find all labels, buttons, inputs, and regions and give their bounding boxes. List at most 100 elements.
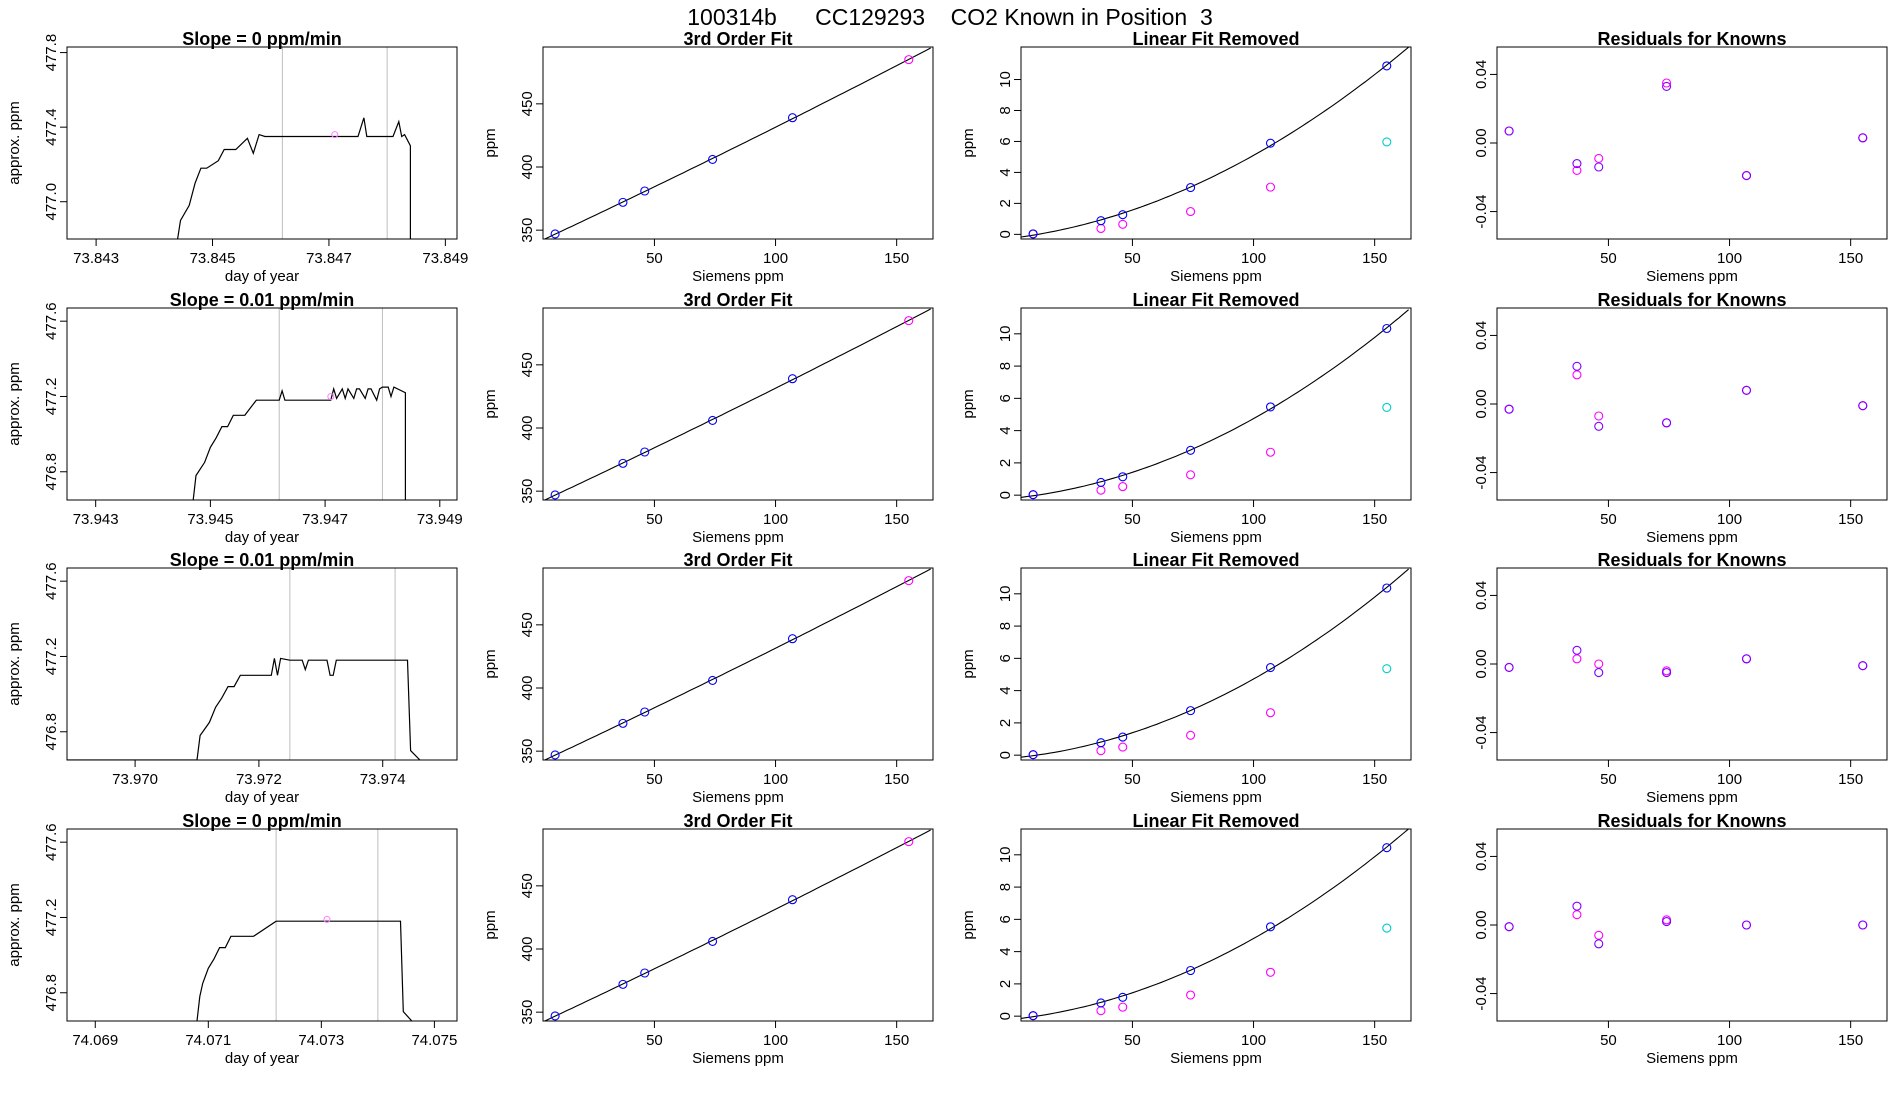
data-point xyxy=(708,154,718,164)
y-axis-title: ppm xyxy=(960,389,977,418)
y-axis-title: ppm xyxy=(960,910,977,939)
data-point xyxy=(1504,126,1514,136)
y-axis-title: ppm xyxy=(482,389,499,418)
data-point xyxy=(1382,664,1392,674)
plot-area xyxy=(543,308,931,500)
y-tick-label: 0 xyxy=(997,1012,1014,1020)
data-point xyxy=(550,490,560,500)
data-point xyxy=(1741,654,1752,664)
data-point xyxy=(1096,485,1106,495)
chart-title: Residuals for Knowns xyxy=(1597,29,1786,49)
data-point xyxy=(327,392,335,400)
data-point xyxy=(1572,645,1582,655)
data-point xyxy=(1096,223,1106,234)
data-point xyxy=(1186,965,1196,976)
data-point xyxy=(1028,750,1038,760)
x-tick-label: 73.947 xyxy=(302,511,348,528)
data-point xyxy=(1265,138,1276,148)
data-point xyxy=(1265,182,1276,192)
y-tick-label: 450 xyxy=(519,612,536,637)
chart-panel: Linear Fit Removed 50 100 150 0 2 4 6 8 10 Siemens… xyxy=(960,290,1412,546)
data-point xyxy=(1382,923,1392,933)
data-point xyxy=(1572,165,1582,175)
plot-area xyxy=(1504,901,1868,949)
plot-frame xyxy=(66,46,458,240)
plot-area xyxy=(177,117,411,239)
x-axis-title: Siemens ppm xyxy=(1646,268,1738,285)
y-tick-label: -0.04 xyxy=(1473,194,1490,228)
data-point xyxy=(1118,210,1128,220)
plot-frame xyxy=(66,307,458,501)
data-point xyxy=(904,576,914,586)
y-tick-label: 0.00 xyxy=(1473,128,1490,157)
x-tick-label: 50 xyxy=(646,511,663,528)
data-point xyxy=(618,197,628,207)
plot-frame xyxy=(542,828,934,1022)
data-point xyxy=(1858,920,1868,930)
chart-panel: Slope = 0.01 ppm/min 73.970 73.972 73.974 47… xyxy=(6,550,458,806)
data-point xyxy=(904,316,914,326)
x-axis-title: Siemens ppm xyxy=(1170,1050,1262,1067)
data-point xyxy=(708,936,718,946)
data-point xyxy=(1028,1011,1038,1021)
plot-frame xyxy=(1020,567,1412,761)
data-point xyxy=(1265,922,1276,932)
series-line xyxy=(196,920,413,1021)
data-point xyxy=(1662,418,1672,428)
data-point xyxy=(550,750,560,760)
y-tick-label: 350 xyxy=(519,479,536,504)
x-tick-label: 100 xyxy=(1241,771,1266,788)
chart-title: 3rd Order Fit xyxy=(683,811,792,831)
data-point xyxy=(1594,930,1604,940)
chart-panel: 3rd Order Fit 50 100 150 350 400 450 Siemens pp… xyxy=(482,290,934,546)
data-point xyxy=(1741,385,1752,395)
plot-frame xyxy=(542,567,934,761)
chart-title: Residuals for Knowns xyxy=(1597,550,1786,570)
chart-panel: Residuals for Knowns 50 100 150 -0.04 0.00 0.0… xyxy=(1473,811,1888,1067)
x-tick-label: 50 xyxy=(1600,1032,1617,1049)
y-tick-label: 477.2 xyxy=(43,378,60,416)
y-tick-label: 450 xyxy=(519,352,536,377)
data-point xyxy=(1118,992,1128,1002)
chart-title: Slope = 0 ppm/min xyxy=(182,29,342,49)
y-tick-label: -0.04 xyxy=(1473,715,1490,749)
y-axis-title: approx. ppm xyxy=(6,622,23,705)
x-axis-title: Siemens ppm xyxy=(692,268,784,285)
y-tick-label: 4 xyxy=(997,686,1014,694)
x-axis-title: Siemens ppm xyxy=(692,1050,784,1067)
y-tick-label: 400 xyxy=(519,936,536,961)
plot-area xyxy=(543,47,931,239)
y-tick-label: 4 xyxy=(997,168,1014,176)
x-tick-label: 150 xyxy=(884,250,909,267)
data-point xyxy=(331,131,339,139)
data-point xyxy=(1858,133,1868,143)
y-tick-label: 0.00 xyxy=(1473,649,1490,678)
x-tick-label: 150 xyxy=(1838,1032,1863,1049)
x-tick-label: 100 xyxy=(1241,250,1266,267)
data-point xyxy=(787,113,798,123)
data-point xyxy=(708,675,718,685)
x-tick-label: 74.075 xyxy=(411,1032,457,1049)
y-tick-label: 477.2 xyxy=(43,638,60,676)
plot-frame xyxy=(1496,46,1888,240)
data-point xyxy=(1594,668,1604,678)
y-tick-label: 477.6 xyxy=(43,562,60,600)
x-tick-label: 150 xyxy=(1362,771,1387,788)
data-point xyxy=(618,458,628,468)
x-tick-label: 50 xyxy=(646,250,663,267)
x-tick-label: 150 xyxy=(1838,511,1863,528)
chart-panel: 3rd Order Fit 50 100 150 350 400 450 Siemens pp… xyxy=(482,811,934,1067)
x-tick-label: 150 xyxy=(884,771,909,788)
data-point xyxy=(1186,183,1196,193)
x-tick-label: 73.945 xyxy=(187,511,233,528)
series-line xyxy=(192,386,406,500)
y-axis-title: ppm xyxy=(960,128,977,157)
chart-panel: Slope = 0.01 ppm/min 73.943 73.945 73.947 73… xyxy=(6,290,463,546)
y-tick-label: 450 xyxy=(519,873,536,898)
y-tick-label: 400 xyxy=(519,415,536,440)
data-point xyxy=(1265,447,1276,457)
data-point xyxy=(1265,402,1276,412)
plot-area xyxy=(1021,47,1409,239)
x-tick-label: 73.972 xyxy=(236,771,282,788)
x-tick-label: 73.849 xyxy=(422,250,468,267)
